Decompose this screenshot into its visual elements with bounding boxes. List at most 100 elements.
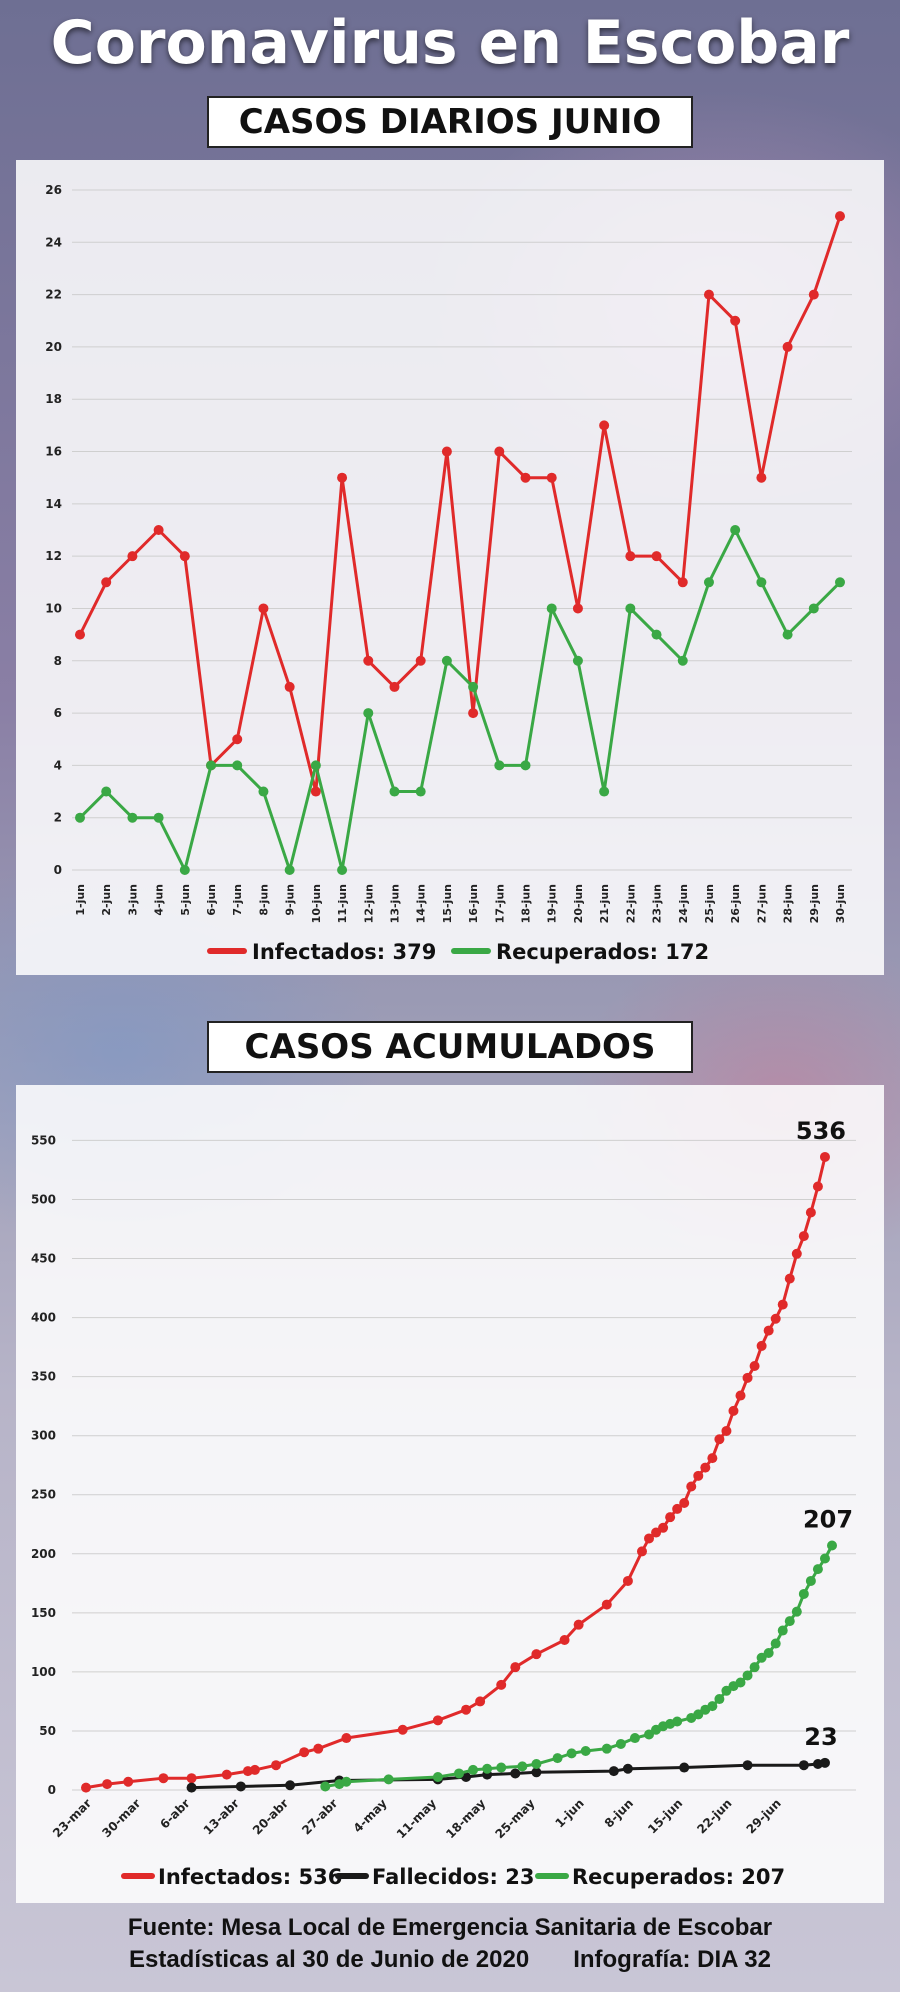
section-title-cumulative: CASOS ACUMULADOS xyxy=(207,1021,693,1073)
data-point-infectados xyxy=(756,472,767,483)
y-tick-label: 350 xyxy=(31,1370,56,1384)
data-point-infectados xyxy=(636,1546,647,1557)
y-tick-label: 24 xyxy=(45,235,62,249)
x-tick-label: 20-jun xyxy=(572,884,585,923)
y-tick-label: 22 xyxy=(45,288,62,302)
data-point-infectados xyxy=(179,551,190,562)
y-tick-label: 200 xyxy=(31,1547,56,1561)
data-point-recuperados xyxy=(784,1616,795,1627)
data-point-infectados xyxy=(389,681,400,692)
data-point-infectados xyxy=(461,1704,472,1715)
data-point-infectados xyxy=(703,289,714,300)
x-tick-label: 7-jun xyxy=(231,884,244,916)
data-point-infectados xyxy=(791,1248,802,1259)
y-tick-label: 14 xyxy=(45,497,62,511)
series-line-fallecidos xyxy=(191,1761,826,1790)
x-tick-label: 23-jun xyxy=(651,884,664,923)
x-tick-label: 4-may xyxy=(351,1796,390,1835)
y-tick-label: 6 xyxy=(54,706,62,720)
data-point-recuperados xyxy=(777,1625,788,1636)
data-point-infectados xyxy=(271,1760,282,1771)
data-point-fallecidos xyxy=(531,1767,542,1778)
data-point-recuperados xyxy=(756,1652,767,1663)
cumulative-cases-chart: 0 50 100 150 200 250 300 350 400 450 500 550 23-mar 3… xyxy=(31,1117,856,1889)
x-tick-label: 17-jun xyxy=(493,884,506,923)
y-tick-label: 8 xyxy=(54,654,62,668)
data-point-recuperados xyxy=(714,1694,725,1705)
data-point-recuperados xyxy=(520,760,531,771)
x-tick-label: 11-jun xyxy=(336,884,349,923)
x-tick-label: 28-jun xyxy=(782,884,795,923)
data-point-recuperados xyxy=(482,1763,493,1774)
data-point-recuperados xyxy=(284,865,295,875)
data-point-infectados xyxy=(835,211,845,222)
data-point-infectados xyxy=(798,1231,809,1242)
data-point-recuperados xyxy=(808,603,819,614)
data-point-recuperados xyxy=(468,1764,479,1775)
x-tick-label: 5-jun xyxy=(179,884,192,916)
data-point-infectados xyxy=(625,551,636,562)
x-tick-label: 18-may xyxy=(443,1796,488,1841)
data-point-recuperados xyxy=(383,1774,394,1785)
data-point-fallecidos xyxy=(742,1760,753,1771)
data-point-infectados xyxy=(127,551,138,562)
x-tick-label: 12-jun xyxy=(362,884,375,923)
footer-source: Fuente: Mesa Local de Emergencia Sanitar… xyxy=(127,1914,773,1941)
data-point-recuperados xyxy=(441,655,452,666)
x-tick-label: 1-jun xyxy=(74,884,87,916)
x-tick-label: 27-abr xyxy=(299,1796,340,1837)
x-tick-label: 4-jun xyxy=(153,884,166,916)
data-point-recuperados xyxy=(651,629,662,640)
y-tick-label: 20 xyxy=(45,340,62,354)
data-point-infectados xyxy=(763,1325,774,1336)
y-tick-label: 400 xyxy=(31,1311,56,1325)
data-point-infectados xyxy=(102,1779,113,1790)
y-tick-label: 18 xyxy=(45,392,62,406)
data-point-recuperados xyxy=(756,577,767,588)
data-point-recuperados xyxy=(749,1662,760,1673)
data-point-infectados xyxy=(432,1715,443,1726)
data-point-infectados xyxy=(599,420,610,431)
data-point-infectados xyxy=(249,1764,260,1775)
x-tick-label: 25-jun xyxy=(703,884,716,923)
main-title: Coronavirus en Escobar xyxy=(50,8,850,78)
data-point-infectados xyxy=(651,1527,662,1538)
x-tick-label: 29-jun xyxy=(744,1796,784,1836)
y-tick-label: 50 xyxy=(39,1724,56,1738)
end-value-label-infectados: 536 xyxy=(796,1117,846,1145)
data-point-fallecidos xyxy=(510,1768,521,1779)
data-point-recuperados xyxy=(389,786,400,797)
data-point-infectados xyxy=(397,1724,408,1735)
data-point-infectados xyxy=(546,472,557,483)
data-point-infectados xyxy=(742,1372,753,1383)
data-point-recuperados xyxy=(819,1553,830,1564)
data-point-recuperados xyxy=(644,1729,655,1740)
data-point-recuperados xyxy=(337,865,348,875)
y-tick-label: 150 xyxy=(31,1606,56,1620)
y-tick-label: 12 xyxy=(45,549,62,563)
x-tick-label: 20-abr xyxy=(250,1796,291,1837)
data-point-recuperados xyxy=(454,1768,464,1779)
legend-label-infectados: Infectados: 536 xyxy=(158,1865,342,1889)
x-tick-label: 8-jun xyxy=(257,884,270,916)
data-point-infectados xyxy=(756,1340,767,1351)
x-tick-label: 25-may xyxy=(492,1796,537,1841)
x-tick-label: 19-jun xyxy=(546,884,559,923)
data-point-infectados xyxy=(153,525,164,535)
legend-label-fallecidos: Fallecidos: 23 xyxy=(372,1865,534,1889)
data-point-infectados xyxy=(441,446,452,457)
data-point-recuperados xyxy=(625,603,636,614)
data-point-infectados xyxy=(415,655,426,666)
data-point-recuperados xyxy=(735,1677,746,1688)
series-line-infectados xyxy=(85,1156,827,1790)
data-point-recuperados xyxy=(721,1685,732,1696)
data-point-recuperados xyxy=(730,525,741,535)
x-tick-label: 21-jun xyxy=(598,884,611,923)
data-point-infectados xyxy=(123,1776,134,1787)
data-point-fallecidos xyxy=(679,1762,690,1773)
x-tick-label: 14-jun xyxy=(415,884,428,923)
x-tick-label: 18-jun xyxy=(520,884,533,923)
y-tick-label: 100 xyxy=(31,1665,56,1679)
data-point-recuperados xyxy=(798,1588,809,1599)
